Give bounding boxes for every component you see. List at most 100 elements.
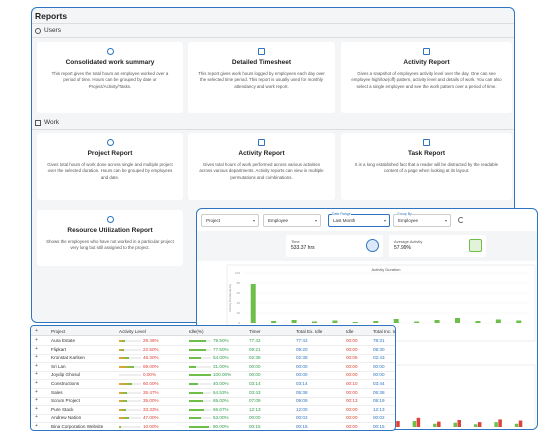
progress-track — [119, 391, 141, 394]
report-card[interactable]: Activity Report Gives a snapshot of emplo… — [341, 42, 512, 113]
progress-bar — [189, 408, 204, 411]
section-header: Users — [35, 27, 61, 34]
cell: 47.00% — [143, 415, 159, 421]
progress-bar — [119, 400, 127, 403]
progress-bar — [189, 374, 211, 377]
progress-track — [119, 348, 141, 351]
y-tick-label: 20 — [237, 311, 241, 315]
cell: 00:05 — [346, 355, 358, 361]
cell: 22.50% — [143, 346, 159, 352]
progress-bar — [189, 391, 204, 394]
cell: 00:00 — [346, 372, 358, 378]
bar — [475, 321, 481, 323]
expand-row[interactable]: + — [35, 423, 38, 429]
cell: 00:00 — [249, 415, 261, 421]
cell: Scrum Project — [51, 398, 80, 404]
expand-row[interactable]: + — [35, 354, 38, 361]
dropdown-caret — [315, 220, 317, 222]
row-divider — [31, 388, 395, 389]
cell: Pure Stack — [51, 406, 74, 412]
progress-bar — [189, 357, 201, 360]
stat-value: 57.99% — [394, 245, 411, 251]
expand-row[interactable]: + — [35, 345, 38, 352]
refresh-button[interactable] — [458, 217, 464, 223]
cell: 05:38 — [373, 389, 385, 395]
card-description: Gives a snapshot of employees activity l… — [351, 71, 502, 89]
report-card[interactable]: Task Report It is a long established fact… — [341, 133, 512, 200]
card-title: Activity Report — [238, 150, 285, 157]
expand-row[interactable]: + — [35, 388, 38, 395]
cell: 29.48% — [143, 338, 159, 343]
expand-all: + — [35, 328, 38, 334]
cell: 00:00 — [296, 363, 308, 369]
cell: 64.53% — [213, 389, 229, 395]
filter-select[interactable]: Project — [201, 214, 259, 227]
bar — [457, 419, 461, 427]
card-title: Activity Report — [403, 59, 450, 66]
column-header: Idle — [346, 328, 354, 334]
report-card[interactable]: Project Report Gives total hours of work … — [37, 133, 183, 200]
table-screenshot: + Project Activity Level Idle(%) Timer Total … — [30, 325, 396, 431]
filter-select[interactable]: Date Range Last Month — [328, 212, 390, 227]
section-header: Work — [35, 119, 59, 126]
stat-card: Average Activity 57.99% — [389, 235, 486, 257]
expand-row[interactable]: + — [35, 371, 38, 378]
report-card[interactable]: Activity Report Gives total hours of work… — [188, 133, 335, 200]
bar — [453, 422, 457, 427]
expand-row[interactable]: + — [35, 337, 38, 343]
divider — [32, 23, 514, 24]
progress-bar — [119, 348, 124, 351]
expand-row[interactable]: + — [35, 414, 38, 421]
cell: 09:30 — [373, 346, 385, 352]
row-divider — [31, 396, 395, 398]
progress-track — [119, 417, 141, 420]
cell: 00:00 — [346, 406, 358, 412]
expand-row[interactable]: + — [35, 362, 38, 369]
report-card[interactable]: Consolidated work summary This report giv… — [37, 42, 183, 113]
card-icon — [423, 139, 430, 146]
expand-row[interactable]: + — [35, 397, 38, 404]
card-description: This report gives work hours logged by e… — [198, 71, 325, 89]
bar — [433, 423, 437, 427]
card-icon — [258, 48, 265, 55]
cell: 65.00% — [213, 398, 229, 404]
bar — [250, 284, 256, 323]
header-row — [31, 326, 395, 336]
card-icon — [106, 48, 114, 55]
expand-row[interactable]: + — [35, 405, 38, 412]
column-header: Timer — [249, 328, 261, 334]
progress-bar — [119, 365, 135, 368]
cell: 03:44 — [373, 381, 385, 386]
report-card[interactable]: Resource Utilization Report Shows the emp… — [37, 210, 183, 266]
report-card[interactable]: Detailed Timesheet This report gives work… — [188, 42, 335, 113]
bar — [437, 421, 441, 427]
cell: Bina Corporation Website — [51, 424, 104, 429]
cell: 79.50% — [213, 338, 229, 343]
cell: 00:02 — [296, 415, 308, 421]
cell: 03:14 — [249, 381, 261, 386]
section-icon — [35, 27, 41, 34]
bar — [516, 320, 522, 323]
cell: 60.00% — [143, 381, 159, 386]
cell: 00:00 — [346, 424, 358, 429]
column-header: Activity Level — [119, 328, 146, 334]
progress-bar — [189, 426, 209, 428]
cell: Andrew Nation — [51, 415, 82, 421]
bar — [412, 421, 417, 427]
expand-row[interactable]: + — [35, 380, 38, 386]
row-divider — [31, 345, 395, 346]
bar — [352, 322, 358, 323]
cell: 00:00 — [346, 415, 358, 421]
filter-select[interactable]: Employee — [263, 214, 321, 227]
card-description: Gives total hours of work performed acro… — [199, 162, 324, 180]
cell: 02:43 — [373, 355, 385, 361]
cell: 40.00% — [213, 381, 229, 386]
cell: 35.00% — [143, 398, 159, 404]
filter-select[interactable]: Group By Employee — [393, 212, 451, 227]
bar — [495, 319, 501, 323]
card-description: Shows the employees who have not worked … — [46, 239, 174, 251]
bar — [312, 321, 317, 323]
cell: Flipkart — [51, 346, 67, 352]
filter-label: Group By — [397, 212, 412, 216]
